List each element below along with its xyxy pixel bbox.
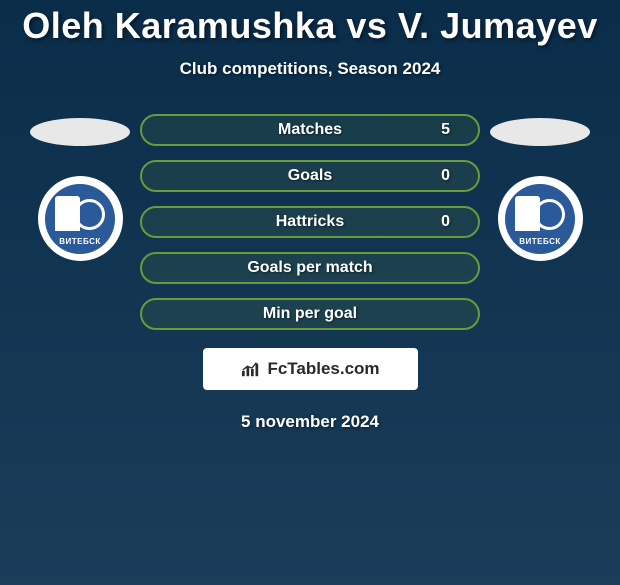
stat-row-min-per-goal: Min per goal <box>140 298 480 330</box>
club-badge-right-text: ВИТЕБСК <box>519 237 561 246</box>
player-right-column: ВИТЕБСК <box>480 114 600 261</box>
stat-label: Matches <box>278 121 342 139</box>
stat-value: 0 <box>441 213 450 231</box>
comparison-title: Oleh Karamushka vs V. Jumayev <box>10 5 610 47</box>
attribution-box: FcTables.com <box>203 348 418 390</box>
comparison-subtitle: Club competitions, Season 2024 <box>10 59 610 79</box>
club-badge-left-text: ВИТЕБСК <box>59 237 101 246</box>
player-right-avatar-placeholder <box>490 118 590 146</box>
club-badge-left: ВИТЕБСК <box>38 176 123 261</box>
stat-label: Goals <box>288 167 332 185</box>
stat-row-goals: Goals 0 <box>140 160 480 192</box>
stat-label: Goals per match <box>247 259 372 277</box>
stat-label: Hattricks <box>276 213 344 231</box>
stat-value: 0 <box>441 167 450 185</box>
stat-row-goals-per-match: Goals per match <box>140 252 480 284</box>
comparison-body: ВИТЕБСК Matches 5 Goals 0 Hattricks 0 Go… <box>10 114 610 330</box>
stat-label: Min per goal <box>263 305 357 323</box>
attribution-text: FcTables.com <box>267 359 379 379</box>
stat-row-hattricks: Hattricks 0 <box>140 206 480 238</box>
date-label: 5 november 2024 <box>10 412 610 432</box>
player-left-avatar-placeholder <box>30 118 130 146</box>
club-badge-right: ВИТЕБСК <box>498 176 583 261</box>
stat-row-matches: Matches 5 <box>140 114 480 146</box>
chart-icon <box>240 360 262 378</box>
player-left-column: ВИТЕБСК <box>20 114 140 261</box>
stats-list: Matches 5 Goals 0 Hattricks 0 Goals per … <box>140 114 480 330</box>
stat-value: 5 <box>441 121 450 139</box>
